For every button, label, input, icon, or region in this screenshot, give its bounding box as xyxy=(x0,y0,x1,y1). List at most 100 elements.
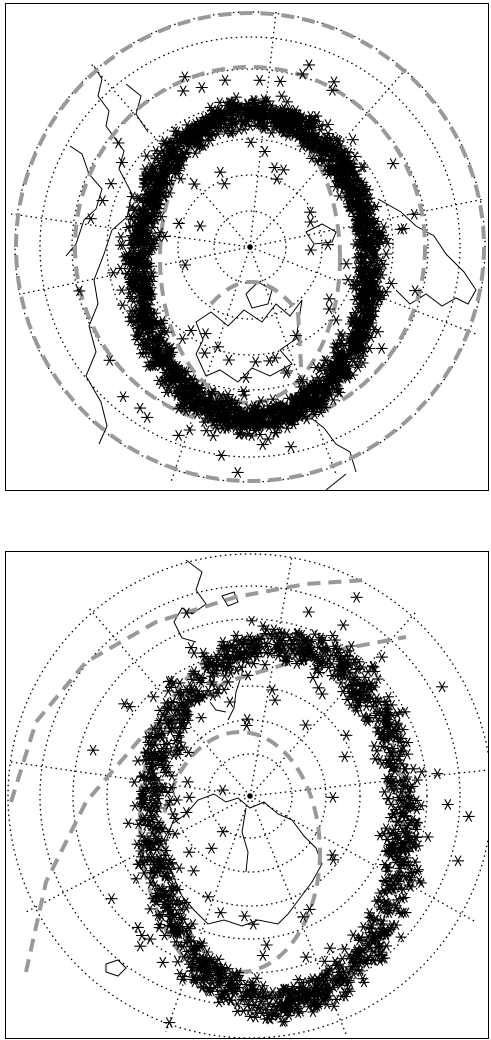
observation-marker xyxy=(153,332,165,343)
observation-marker xyxy=(309,131,321,143)
observation-marker xyxy=(396,858,409,870)
observation-marker xyxy=(345,206,357,217)
observation-marker xyxy=(211,970,223,981)
observation-marker xyxy=(358,977,370,988)
observation-marker xyxy=(202,891,215,903)
observation-marker xyxy=(136,348,148,359)
observation-marker xyxy=(196,963,208,974)
observation-marker xyxy=(375,651,388,663)
observation-marker xyxy=(105,893,118,905)
observation-markers xyxy=(87,591,475,1029)
observation-marker xyxy=(125,211,137,222)
observation-marker xyxy=(219,100,232,111)
observation-marker xyxy=(216,989,228,1000)
observation-marker xyxy=(146,194,158,205)
observation-marker xyxy=(350,702,362,713)
observation-marker xyxy=(176,921,188,932)
observation-marker xyxy=(178,403,190,414)
observation-marker xyxy=(131,315,143,326)
observation-marker xyxy=(174,136,186,147)
observation-marker xyxy=(372,674,384,685)
observation-marker xyxy=(315,139,327,150)
observation-marker xyxy=(142,361,154,372)
observation-marker xyxy=(123,701,136,713)
observation-marker xyxy=(202,685,214,696)
observation-marker xyxy=(211,655,223,666)
observation-marker xyxy=(131,213,142,224)
observation-marker xyxy=(269,694,281,706)
observation-marker xyxy=(149,760,161,771)
observation-marker xyxy=(207,690,219,701)
observation-marker xyxy=(405,842,417,853)
observation-marker xyxy=(136,831,148,842)
observation-marker xyxy=(330,314,343,326)
observation-marker xyxy=(356,662,368,673)
observation-marker xyxy=(188,178,201,190)
observation-marker xyxy=(306,672,319,684)
observation-marker xyxy=(174,912,186,923)
observation-marker xyxy=(365,913,377,924)
observation-marker xyxy=(304,206,317,218)
observation-marker xyxy=(163,1017,176,1029)
observation-marker xyxy=(378,952,391,964)
observation-marker xyxy=(239,654,251,665)
observation-marker xyxy=(304,216,317,228)
coastlines xyxy=(105,559,323,977)
observation-marker xyxy=(269,1004,281,1015)
observation-marker xyxy=(305,122,318,134)
observation-marker xyxy=(196,397,208,408)
observation-marker xyxy=(405,793,417,804)
observation-marker xyxy=(279,650,292,662)
observation-marker xyxy=(402,846,413,857)
observation-marker xyxy=(244,105,257,117)
observation-marker xyxy=(390,920,402,931)
observation-marker xyxy=(350,276,362,287)
observation-marker xyxy=(304,244,317,256)
observation-marker xyxy=(210,422,223,434)
observation-marker xyxy=(181,119,193,130)
observation-marker xyxy=(333,135,345,146)
observation-marker xyxy=(273,643,285,654)
observation-marker xyxy=(213,997,225,1008)
north-polar-map-panel xyxy=(5,3,489,491)
observation-marker xyxy=(196,673,208,684)
observation-marker xyxy=(316,403,328,414)
observation-marker xyxy=(140,239,152,250)
observation-marker xyxy=(267,394,279,405)
observation-marker xyxy=(380,286,392,297)
observation-marker xyxy=(301,990,314,1002)
observation-marker xyxy=(164,137,176,148)
observation-marker xyxy=(140,322,152,333)
observation-marker xyxy=(348,672,360,683)
observation-marker xyxy=(259,628,271,639)
observation-marker xyxy=(245,407,257,418)
observation-marker xyxy=(136,930,148,941)
observation-marker xyxy=(167,881,179,892)
observation-marker xyxy=(198,347,211,359)
observation-marker xyxy=(173,731,185,743)
observation-marker xyxy=(316,389,328,400)
observation-marker xyxy=(183,846,196,858)
observation-marker xyxy=(139,812,151,823)
observation-marker xyxy=(159,930,170,941)
observation-marker xyxy=(360,700,372,711)
observation-marker xyxy=(169,813,181,824)
observation-marker xyxy=(396,893,408,904)
observation-marker xyxy=(173,364,185,375)
observation-marker xyxy=(300,984,312,995)
observation-marker xyxy=(212,684,224,695)
observation-marker xyxy=(264,629,276,640)
observation-marker xyxy=(394,223,407,235)
observation-marker xyxy=(141,411,154,423)
observation-marker xyxy=(180,607,193,619)
observation-marker xyxy=(367,661,379,672)
observation-marker xyxy=(249,95,261,106)
observation-marker xyxy=(331,351,342,362)
observation-marker xyxy=(288,393,300,404)
observation-marker xyxy=(252,640,263,651)
observation-marker xyxy=(389,824,401,835)
observation-marker xyxy=(193,973,205,984)
observation-marker xyxy=(162,826,174,837)
observation-marker xyxy=(277,409,289,420)
observation-marker xyxy=(242,670,254,681)
